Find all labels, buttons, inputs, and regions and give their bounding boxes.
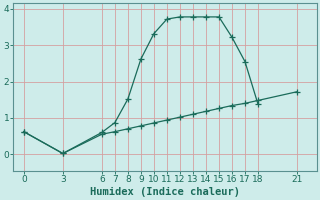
- X-axis label: Humidex (Indice chaleur): Humidex (Indice chaleur): [90, 186, 240, 197]
